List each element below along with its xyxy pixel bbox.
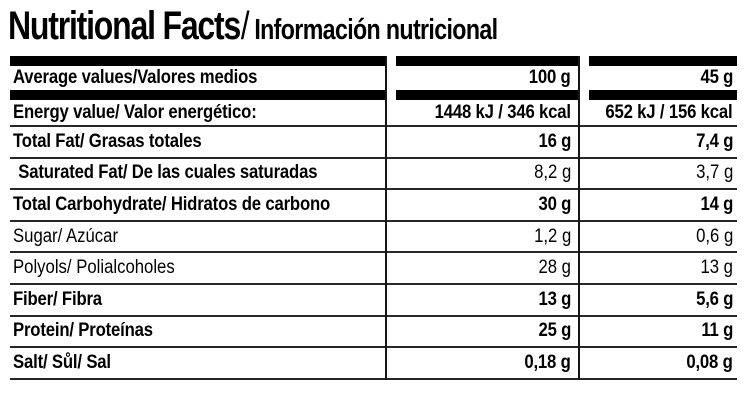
- title-main: Nutritional Facts: [8, 4, 241, 48]
- table-row-energy: Energy value/ Valor energético: 1448 kJ …: [10, 100, 737, 127]
- row-label: Total Carbohydrate/ Hidratos de carbono: [13, 193, 331, 215]
- header-45g: 45 g: [700, 67, 733, 88]
- table-row-sugar: Sugar/ Azúcar 1,2 g 0,6 g: [10, 222, 737, 254]
- table-row-saturated-fat: Saturated Fat/ De las cuales saturadas 8…: [10, 159, 737, 191]
- row-100g-cell: 1,2 g: [385, 226, 578, 248]
- table-row-polyols: Polyols/ Polialcoholes 28 g 13 g: [10, 253, 737, 285]
- row-label: Total Fat/ Grasas totales: [13, 130, 202, 152]
- row-100g-cell: 30 g: [385, 194, 578, 216]
- row-100g-cell: 13 g: [385, 289, 578, 311]
- header-bar-top: [10, 56, 737, 66]
- row-label: Protein/ Proteínas: [13, 320, 153, 342]
- table-row-fiber: Fiber/ Fibra 13 g 5,6 g: [10, 285, 737, 317]
- row-label-cell: Saturated Fat/ De las cuales saturadas: [10, 162, 385, 184]
- row-45g-cell: 0,08 g: [578, 352, 737, 374]
- row-label: Sugar/ Azúcar: [13, 225, 119, 247]
- row-value-100g: 16 g: [538, 130, 571, 152]
- row-label: Salt/ Sůl/ Sal: [13, 351, 111, 373]
- row-value-45g: 14 g: [700, 193, 733, 215]
- row-value-45g: 13 g: [700, 257, 733, 279]
- header-45g-cell: 45 g: [578, 67, 737, 89]
- row-value-45g: 11 g: [701, 320, 733, 342]
- row-label: Polyols/ Polialcoholes: [13, 257, 175, 279]
- row-45g-cell: 3,7 g: [578, 162, 737, 184]
- row-label-cell: Polyols/ Polialcoholes: [10, 257, 385, 279]
- row-label: Saturated Fat/ De las cuales saturadas: [18, 162, 318, 184]
- table-header-row: Average values/Valores medios 100 g 45 g: [10, 66, 737, 90]
- row-value-100g: 25 g: [538, 320, 571, 342]
- row-value-45g: 7,4 g: [695, 130, 733, 152]
- row-45g-cell: 652 kJ / 156 kcal: [578, 102, 737, 124]
- column-divider-2: [578, 56, 580, 380]
- row-value-100g: 1,2 g: [533, 225, 571, 247]
- row-label-cell: Fiber/ Fibra: [10, 289, 385, 311]
- row-100g-cell: 25 g: [385, 320, 578, 342]
- title-text: Nutritional Facts / Información nutricio…: [8, 2, 498, 50]
- page-title: Nutritional Facts / Información nutricio…: [8, 2, 620, 50]
- row-value-100g: 13 g: [538, 288, 571, 310]
- row-45g-cell: 0,6 g: [578, 226, 737, 248]
- row-100g-cell: 1448 kJ / 346 kcal: [385, 102, 578, 124]
- row-100g-cell: 0,18 g: [385, 352, 578, 374]
- row-value-100g: 0,18 g: [524, 351, 572, 373]
- row-45g-cell: 14 g: [578, 194, 737, 216]
- header-label: Average values/Valores medios: [13, 67, 258, 88]
- row-label: Energy value/ Valor energético:: [13, 101, 257, 123]
- row-label-cell: Salt/ Sůl/ Sal: [10, 352, 385, 374]
- row-label: Fiber/ Fibra: [13, 288, 102, 310]
- row-value-45g: 652 kJ / 156 kcal: [605, 101, 733, 123]
- table-row-total-fat: Total Fat/ Grasas totales 16 g 7,4 g: [10, 127, 737, 159]
- row-100g-cell: 16 g: [385, 131, 578, 153]
- header-100g-cell: 100 g: [385, 67, 578, 89]
- row-45g-cell: 5,6 g: [578, 289, 737, 311]
- row-value-45g: 0,08 g: [686, 351, 734, 373]
- row-value-100g: 8,2 g: [533, 162, 571, 184]
- row-label-cell: Sugar/ Azúcar: [10, 226, 385, 248]
- row-label-cell: Total Carbohydrate/ Hidratos de carbono: [10, 194, 385, 216]
- row-value-45g: 5,6 g: [695, 288, 733, 310]
- header-100g: 100 g: [529, 67, 571, 88]
- table-row-salt: Salt/ Sůl/ Sal 0,18 g 0,08 g: [10, 348, 737, 380]
- nutrition-table: Average values/Valores medios 100 g 45 g…: [10, 56, 737, 380]
- row-value-45g: 0,6 g: [695, 225, 733, 247]
- header-bar-bottom: [10, 90, 737, 100]
- row-label-cell: Total Fat/ Grasas totales: [10, 131, 385, 153]
- table-row-total-carbohydrate: Total Carbohydrate/ Hidratos de carbono …: [10, 190, 737, 222]
- row-value-100g: 1448 kJ / 346 kcal: [434, 101, 571, 123]
- title-secondary: Información nutricional: [254, 14, 498, 46]
- row-100g-cell: 8,2 g: [385, 162, 578, 184]
- title-separator: /: [240, 5, 250, 48]
- row-45g-cell: 13 g: [578, 257, 737, 279]
- header-label-cell: Average values/Valores medios: [10, 67, 385, 89]
- row-label-cell: Protein/ Proteínas: [10, 320, 385, 342]
- row-value-100g: 30 g: [538, 193, 571, 215]
- row-100g-cell: 28 g: [385, 257, 578, 279]
- row-45g-cell: 11 g: [578, 320, 737, 342]
- row-label-cell: Energy value/ Valor energético:: [10, 102, 385, 124]
- row-value-45g: 3,7 g: [695, 162, 733, 184]
- column-divider-1: [385, 56, 387, 380]
- table-row-protein: Protein/ Proteínas 25 g 11 g: [10, 317, 737, 349]
- row-value-100g: 28 g: [538, 257, 571, 279]
- row-45g-cell: 7,4 g: [578, 131, 737, 153]
